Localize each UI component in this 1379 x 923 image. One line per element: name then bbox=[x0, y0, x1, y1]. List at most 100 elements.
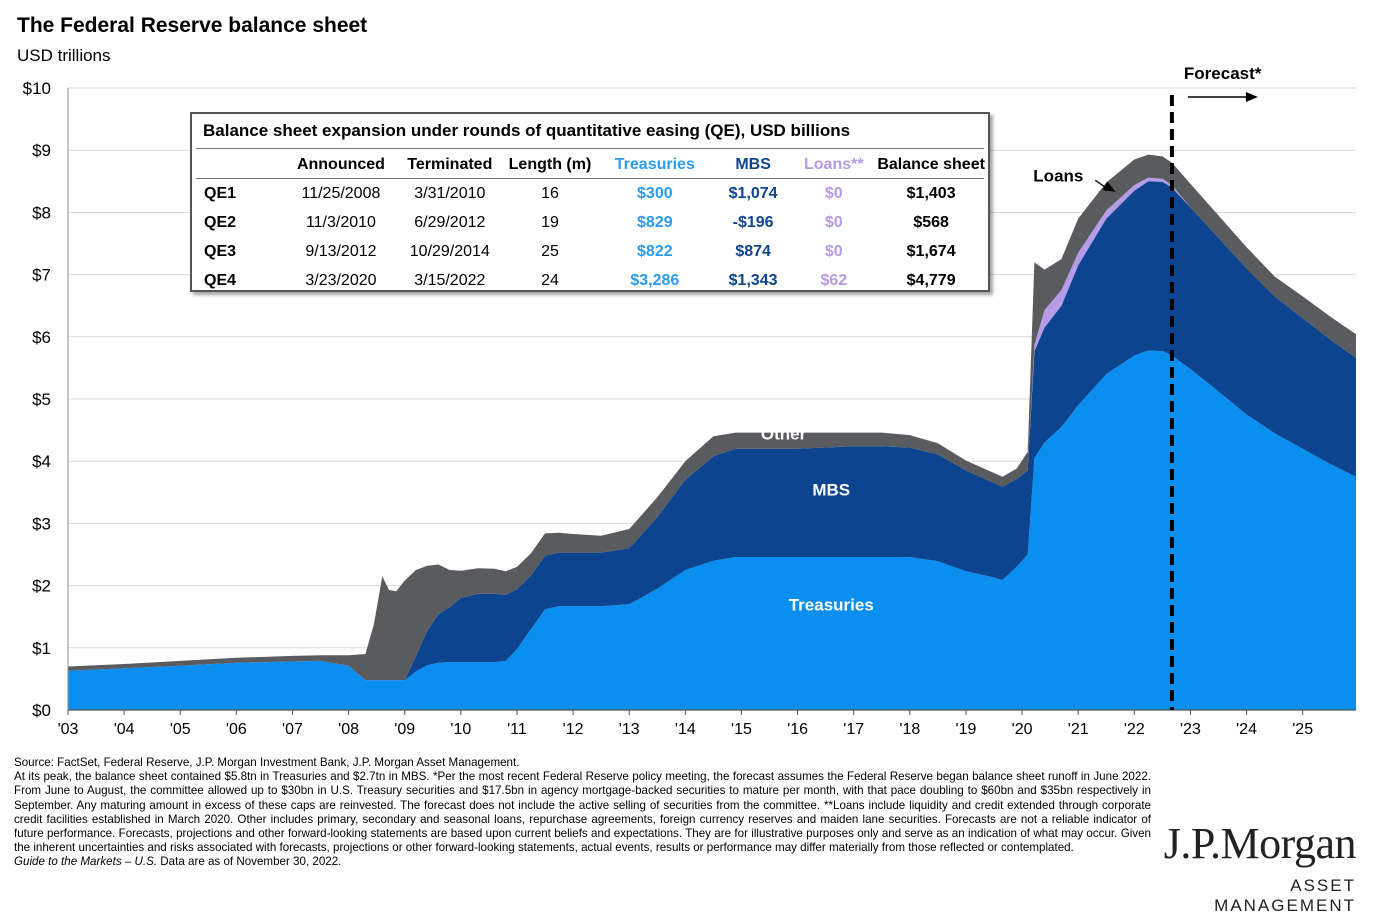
qe-cell: 24 bbox=[541, 271, 559, 289]
qe-cell: $568 bbox=[913, 213, 949, 231]
qe-cell: -$196 bbox=[732, 213, 774, 231]
qe-cell: $300 bbox=[637, 184, 673, 202]
x-tick-label: '21 bbox=[1068, 721, 1089, 738]
x-tick-label: '11 bbox=[507, 721, 527, 738]
x-tick-label: '10 bbox=[450, 721, 471, 738]
x-tick-label: '25 bbox=[1292, 721, 1313, 738]
qe-col-header-round bbox=[196, 150, 286, 179]
forecast-arrow-head bbox=[1245, 92, 1258, 102]
y-tick-label: $7 bbox=[32, 266, 51, 285]
qe-cell: 16 bbox=[541, 184, 559, 202]
qe-cell: QE1 bbox=[204, 184, 237, 202]
y-tick-label: $1 bbox=[32, 639, 51, 658]
y-tick-label: $0 bbox=[32, 701, 51, 720]
x-tick-label: '09 bbox=[394, 721, 415, 738]
x-tick-label: '16 bbox=[787, 721, 808, 738]
qe-cell: 3/15/2022 bbox=[414, 271, 486, 289]
x-tick-label: '15 bbox=[731, 721, 752, 738]
qe-cell: 9/13/2012 bbox=[305, 242, 377, 260]
qe-cell: 11/3/2010 bbox=[305, 213, 376, 231]
qe-table-title: Balance sheet expansion under rounds of … bbox=[203, 121, 851, 140]
qe-cell: $0 bbox=[824, 242, 843, 260]
qe-cell: QE2 bbox=[204, 213, 237, 231]
qe-cell: 3/23/2020 bbox=[305, 271, 377, 289]
y-tick-label: $9 bbox=[32, 141, 51, 160]
x-tick-label: '22 bbox=[1124, 721, 1145, 738]
balance-sheet-chart: $0$1$2$3$4$5$6$7$8$9$10 '03'04'05'06'07 '… bbox=[23, 64, 1356, 738]
x-tick-label: '18 bbox=[899, 721, 920, 738]
logo-name: J.P.Morgan bbox=[1163, 819, 1357, 868]
x-tick-label: '06 bbox=[226, 721, 247, 738]
x-tick-label: '13 bbox=[619, 721, 640, 738]
stacked-areas bbox=[68, 154, 1356, 710]
qe-cell: $822 bbox=[637, 242, 673, 260]
qe-table-divider bbox=[196, 148, 984, 149]
axes bbox=[67, 88, 1356, 715]
y-tick-label: $6 bbox=[32, 328, 51, 347]
y-axis-tick-labels: $0 $1 $2 $3 $4 $5 $6 $7 $8 $9 $10 bbox=[23, 79, 51, 720]
area-label-other: Other bbox=[761, 424, 807, 443]
x-tick-label: '08 bbox=[338, 721, 359, 738]
qe-table-row: QE3 9/13/2012 10/29/2014 25 $822 $874 $0… bbox=[196, 237, 988, 266]
forecast-label: Forecast* bbox=[1184, 64, 1262, 83]
y-tick-label: $10 bbox=[23, 79, 51, 98]
chart-subtitle: USD trillions bbox=[17, 46, 111, 65]
footnote-data-date: Data are as of November 30, 2022. bbox=[160, 855, 342, 869]
qe-cell: $829 bbox=[637, 213, 673, 231]
qe-col-header-announced: Announced bbox=[296, 155, 385, 173]
y-tick-label: $5 bbox=[32, 390, 51, 409]
qe-table-row: QE2 11/3/2010 6/29/2012 19 $829 -$196 $0… bbox=[196, 208, 988, 237]
qe-table-header-divider bbox=[196, 178, 984, 179]
x-tick-label: '19 bbox=[956, 721, 977, 738]
area-label-mbs: MBS bbox=[812, 480, 850, 499]
y-tick-label: $3 bbox=[32, 514, 51, 533]
qe-col-header-length: Length (m) bbox=[508, 155, 592, 173]
x-tick-label: '05 bbox=[170, 721, 191, 738]
qe-cell: 6/29/2012 bbox=[414, 213, 486, 231]
qe-col-header-terminated: Terminated bbox=[407, 155, 493, 173]
x-tick-label: '24 bbox=[1236, 721, 1257, 738]
qe-cell: $1,343 bbox=[728, 271, 778, 289]
qe-cell: 19 bbox=[541, 213, 559, 231]
x-tick-label: '03 bbox=[58, 721, 79, 738]
logo-subtitle: ASSET MANAGEMENT bbox=[1214, 876, 1356, 915]
qe-table-grid: Announced Terminated Length (m) Treasuri… bbox=[196, 150, 988, 295]
loans-callout-arrow-head bbox=[1102, 181, 1116, 192]
qe-cell: $1,074 bbox=[728, 184, 778, 202]
x-axis-tick-labels: '03 '04 '05 '06 '07 '08 '09 '10 '11 '12 '13 '14 '15 '… bbox=[58, 721, 1314, 738]
footnote-guide: Guide to the Markets – U.S. bbox=[14, 855, 158, 869]
qe-cell: 11/25/2008 bbox=[301, 184, 381, 202]
qe-table-header-row: Announced Terminated Length (m) Treasuri… bbox=[196, 150, 988, 179]
qe-cell: 25 bbox=[541, 242, 559, 260]
y-tick-label: $8 bbox=[32, 203, 51, 222]
qe-table: Balance sheet expansion under rounds of … bbox=[190, 112, 990, 292]
qe-table-row: QE1 11/25/2008 3/31/2010 16 $300 $1,074 … bbox=[196, 179, 988, 208]
area-label-treasuries: Treasuries bbox=[789, 595, 874, 614]
footnote-date: Guide to the Markets – U.S. Data are as … bbox=[14, 855, 1151, 869]
area-other bbox=[68, 154, 1356, 681]
qe-cell: QE3 bbox=[204, 242, 237, 260]
x-tick-label: '14 bbox=[675, 721, 696, 738]
qe-cell: $1,674 bbox=[906, 242, 956, 260]
qe-table-row: QE4 3/23/2020 3/15/2022 24 $3,286 $1,343… bbox=[196, 266, 988, 295]
x-tick-label: '17 bbox=[843, 721, 864, 738]
annotations: Forecast* Treasuries MBS Other Loans bbox=[761, 64, 1262, 710]
chart-title: The Federal Reserve balance sheet bbox=[17, 14, 368, 37]
qe-col-header-balance-sheet: Balance sheet bbox=[877, 155, 985, 173]
qe-cell: $0 bbox=[824, 213, 843, 231]
y-tick-label: $4 bbox=[32, 452, 51, 471]
qe-cell: $1,403 bbox=[906, 184, 956, 202]
qe-cell: 3/31/2010 bbox=[414, 184, 486, 202]
qe-cell: QE4 bbox=[204, 271, 237, 289]
y-tick-label: $2 bbox=[32, 577, 51, 596]
footnote-source: Source: FactSet, Federal Reserve, J.P. M… bbox=[14, 756, 520, 769]
jpmorgan-logo: J.P.Morgan ASSET MANAGEMENT bbox=[1150, 819, 1357, 916]
x-tick-label: '20 bbox=[1012, 721, 1033, 738]
x-tick-label: '04 bbox=[114, 721, 135, 738]
footnote-body: At its peak, the balance sheet contained… bbox=[14, 770, 1151, 855]
area-treasuries bbox=[68, 350, 1356, 710]
qe-col-header-mbs: MBS bbox=[735, 155, 771, 173]
qe-cell: $62 bbox=[820, 271, 848, 289]
loans-callout-label: Loans bbox=[1033, 166, 1083, 185]
x-tick-label: '23 bbox=[1180, 721, 1201, 738]
